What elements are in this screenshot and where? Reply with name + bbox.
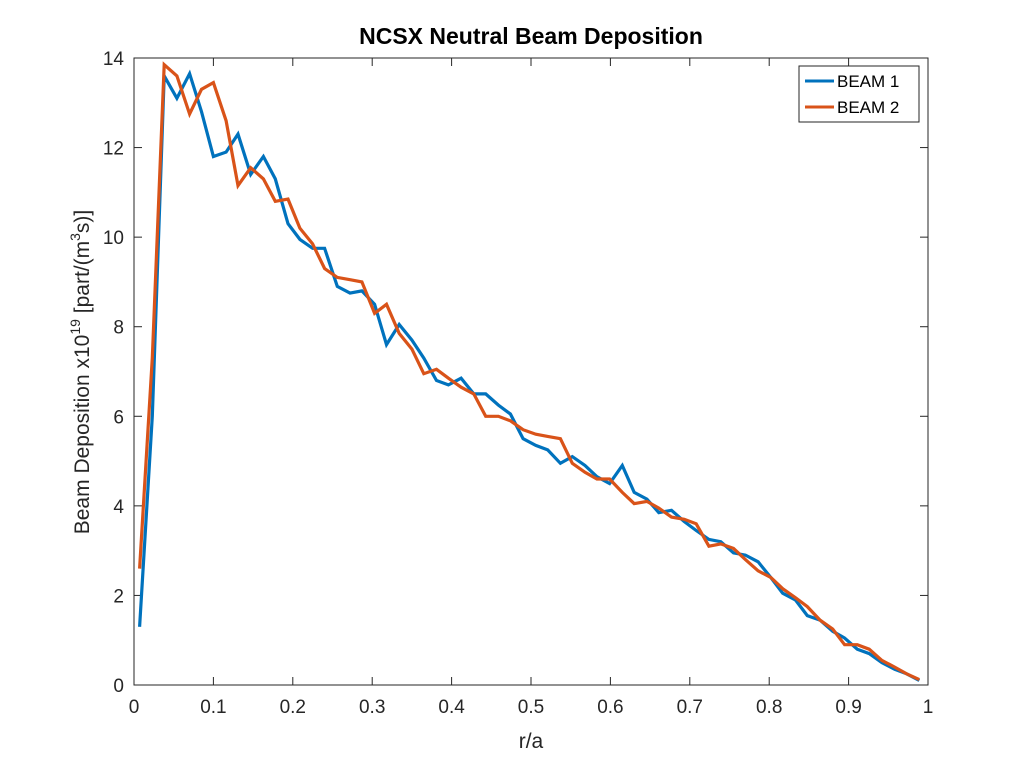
x-tick-label: 0.1 (200, 697, 226, 718)
x-axis-label: r/a (519, 730, 544, 753)
y-axis-label-unit-end: s)] (71, 210, 94, 233)
y-tick-label: 8 (113, 318, 124, 339)
series-line-beam-1 (138, 69, 921, 682)
y-tick-label: 12 (103, 139, 124, 160)
y-axis-label: Beam Deposition x1019 [part/(m3s)] (67, 210, 94, 535)
y-axis-label-base: Beam Deposition x10 (71, 335, 94, 535)
legend-label-beam-2: BEAM 2 (837, 98, 899, 117)
y-tick-label: 14 (103, 49, 125, 70)
x-tick-label: 0.8 (756, 697, 782, 718)
legend-box (798, 65, 920, 123)
chart-title: NCSX Neutral Beam Deposition (359, 23, 703, 49)
y-axis-label-unit-start: [part/(m (71, 241, 94, 319)
y-tick-label: 2 (113, 586, 124, 607)
series-line-beam-2 (138, 61, 920, 682)
x-tick-label: 0.4 (438, 697, 465, 718)
x-axis-ticks: 0 0.1 0.2 0.3 0.4 0.5 0.6 0.7 0.8 0.9 1 (129, 58, 934, 718)
plot-background (134, 58, 928, 685)
y-axis-label-exponent: 19 (67, 319, 83, 335)
legend: BEAM 1 BEAM 2 (798, 65, 920, 123)
x-tick-label: 0.2 (280, 697, 306, 718)
x-tick-label: 0.9 (835, 697, 861, 718)
y-axis-ticks: 0 2 4 6 8 10 12 14 (103, 49, 928, 697)
y-axis-label-unit-exponent: 3 (67, 233, 83, 241)
x-tick-label: 1 (923, 697, 934, 718)
y-tick-label: 4 (113, 497, 124, 518)
y-tick-label: 10 (103, 228, 124, 249)
x-tick-label: 0.7 (677, 697, 703, 718)
x-tick-label: 0.6 (597, 697, 623, 718)
plot-frame (133, 57, 929, 686)
series-lines (138, 61, 921, 682)
x-tick-label: 0 (129, 697, 140, 718)
x-tick-label: 0.3 (359, 697, 385, 718)
y-tick-label: 6 (113, 407, 124, 428)
x-tick-label: 0.5 (518, 697, 544, 718)
legend-label-beam-1: BEAM 1 (837, 72, 899, 91)
y-tick-label: 0 (113, 676, 124, 697)
